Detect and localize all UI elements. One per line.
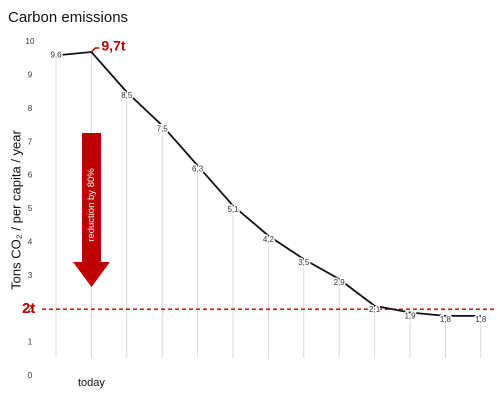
y-tick-label: 7	[28, 137, 33, 146]
value-label: 3,5	[298, 258, 310, 267]
value-label: 7,5	[157, 125, 169, 134]
value-label: 9,6	[50, 50, 62, 59]
y-tick-label: 0	[28, 371, 33, 380]
y-tick-label: 5	[28, 204, 33, 213]
value-label: 1,8	[440, 315, 452, 324]
value-label: 2,9	[334, 278, 346, 287]
y-tick-label: 4	[28, 238, 33, 247]
y-tick-label: 10	[26, 37, 35, 46]
y-tick-label: 3	[28, 271, 33, 280]
line	[55, 51, 481, 317]
value-label: 1,8	[475, 315, 487, 324]
y-tick-label: 6	[28, 171, 33, 180]
value-label: 2,1	[369, 305, 381, 314]
value-label: 9,7t	[101, 38, 125, 54]
y-tick-label: 9	[28, 71, 33, 80]
annotation-arrow	[73, 133, 110, 287]
value-label: 5,1	[227, 205, 239, 214]
value-label: 6,3	[192, 165, 204, 174]
x-tick-label: today	[78, 377, 105, 389]
reference-label: 2t	[22, 300, 35, 317]
annotation-text: reduction by 80%	[86, 168, 97, 242]
highlight-bracket	[90, 47, 100, 53]
y-axis-label: Tons CO₂ / per capita / year	[8, 129, 23, 289]
y-tick-label: 1	[28, 338, 33, 347]
y-tick-label: 2	[28, 304, 33, 313]
y-tick-label: 8	[28, 104, 33, 113]
value-label: 4,2	[263, 235, 275, 244]
value-label: 1,9	[404, 312, 416, 321]
value-label: 8,5	[121, 91, 133, 100]
chart-title: Carbon emissions	[8, 9, 128, 26]
